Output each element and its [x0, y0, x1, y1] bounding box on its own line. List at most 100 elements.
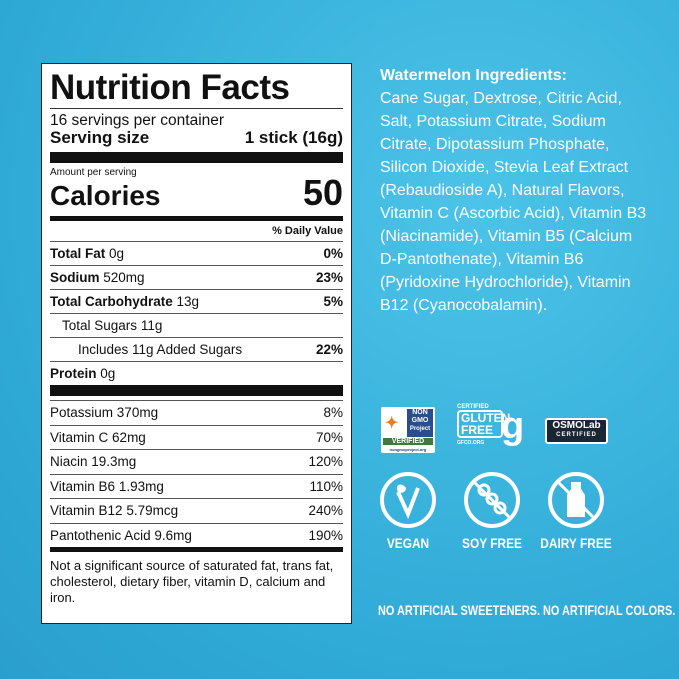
g-logo-icon: g	[501, 405, 525, 447]
ingredients-title: Watermelon Ingredients:	[380, 67, 567, 84]
divider	[50, 152, 343, 163]
nutrient-row: Total Carbohydrate 13g 5%	[50, 289, 343, 313]
nutrient-amount: 0g	[109, 246, 125, 261]
servings: 16 servings per container	[50, 112, 225, 129]
nutrient-row: Total Fat 0g 0%	[50, 241, 343, 265]
nutrient-name: Potassium 370mg	[50, 405, 158, 420]
nutrient-amount: 13g	[176, 294, 200, 309]
nutrient-row: Niacin 19.3mg 120%	[50, 449, 343, 474]
divider	[50, 385, 343, 396]
nutrient-row: Vitamin B6 1.93mg 110%	[50, 473, 343, 499]
nutrient-label: Protein	[50, 366, 97, 381]
nutrient-label: Total Sugars	[62, 318, 138, 333]
gluten-url: GFCO.ORG	[457, 440, 485, 446]
nutrient-amount: 19.3mg	[91, 454, 137, 470]
nutrient-label: Pantothenic Acid	[50, 527, 151, 543]
nutrient-dv: 110%	[309, 478, 343, 494]
claim-vegan: VEGAN	[386, 535, 430, 551]
nutrient-name: Total Sugars 11g	[50, 318, 162, 333]
divider	[50, 547, 343, 552]
amount-per-serving: Amount per serving	[50, 167, 137, 178]
nutrient-dv: 5%	[323, 294, 343, 309]
gluten-line1: GLUTEN	[461, 411, 511, 425]
nongmo-url: nongmoproject.org	[389, 447, 427, 452]
ingredients-text: Cane Sugar, Dextrose, Citric Acid, Salt,…	[380, 90, 647, 314]
nutrient-label: Vitamin B12	[50, 503, 123, 519]
nutrient-label: Niacin	[50, 454, 88, 470]
nutrient-dv: 23%	[315, 270, 343, 285]
nutrient-row: Vitamin C 62mg 70%	[50, 424, 343, 450]
calories-value: 50	[302, 172, 343, 213]
nutrient-dv: 8%	[323, 405, 343, 421]
nutrient-amount: 1.93mg	[118, 478, 164, 494]
nutrient-label: Total Fat	[50, 246, 106, 261]
nutrient-name: Vitamin B6 1.93mg	[50, 479, 164, 494]
nutrient-label: Sodium	[50, 270, 100, 285]
gluten-box: GLUTEN FREE	[457, 410, 511, 438]
butterfly-icon: ✦	[385, 415, 399, 432]
ingredients: Watermelon Ingredients: Cane Sugar, Dext…	[380, 64, 670, 317]
nutrient-amount: 9.6mg	[154, 527, 192, 543]
nutrient-dv: 240%	[308, 503, 343, 519]
nutrient-row: Potassium 370mg 8%	[50, 400, 343, 425]
gluten-line2: FREE	[461, 423, 494, 437]
nutrient-label: Potassium	[50, 405, 114, 421]
nutrient-name: Total Carbohydrate 13g	[50, 294, 199, 309]
no-soy-icon	[464, 472, 520, 528]
nutrient-dv: 70%	[315, 429, 343, 445]
nutrient-name: Vitamin C 62mg	[50, 430, 146, 445]
osmolab-badge: OSMOLab CERTIFIED	[545, 418, 608, 444]
nutrient-row: Total Sugars 11g	[50, 313, 343, 337]
gluten-certified: CERTIFIED	[457, 404, 489, 410]
nutrient-dv: 190%	[308, 527, 343, 543]
divider	[50, 216, 343, 221]
nutrient-name: Niacin 19.3mg	[50, 454, 136, 469]
nutrient-amount: 370mg	[116, 405, 159, 421]
serving-size: Serving size 1 stick (16g)	[50, 129, 343, 147]
dv-header: % Daily Value	[272, 225, 343, 237]
calories-row: Calories 50	[50, 172, 343, 213]
nutrient-amount: 520mg	[103, 270, 145, 285]
nutrient-name: Protein 0g	[50, 366, 115, 381]
nutrient-row: Pantothenic Acid 9.6mg 190%	[50, 522, 343, 548]
nutrient-amount: 0g	[100, 366, 116, 381]
nutrient-row: Includes 11g Added Sugars 22%	[50, 337, 343, 361]
nutrient-label: Includes 11g Added Sugars	[78, 342, 243, 357]
no-dairy-icon	[548, 472, 604, 528]
nutrient-dv: 0%	[323, 246, 343, 261]
nutrient-name: Total Fat 0g	[50, 246, 124, 261]
claim-soy-free: SOY FREE	[462, 535, 522, 551]
nutrient-row: Protein 0g	[50, 361, 343, 385]
nutrient-amount: 62mg	[112, 429, 146, 445]
nutrient-name: Vitamin B12 5.79mcg	[50, 503, 178, 518]
nutrition-facts-label: Nutrition Facts 16 servings per containe…	[41, 63, 352, 624]
nutrient-label: Vitamin B6	[50, 478, 116, 494]
nongmo-verified: VERIFIED	[383, 438, 433, 445]
nongmo-line1: NON	[412, 409, 428, 416]
calories-label: Calories	[50, 180, 161, 211]
nutrient-label: Total Carbohydrate	[50, 294, 173, 309]
serving-size-value: 1 stick (16g)	[244, 128, 343, 147]
nutrient-name: Pantothenic Acid 9.6mg	[50, 528, 192, 543]
serving-size-label: Serving size	[50, 128, 150, 147]
osmo-certified: CERTIFIED	[556, 432, 597, 438]
nutrient-label: Vitamin C	[50, 429, 109, 445]
gluten-free-badge: CERTIFIED GLUTEN FREE g GFCO.ORG	[457, 404, 527, 456]
nutrient-row: Sodium 520mg 23%	[50, 265, 343, 289]
footnote: Not a significant source of saturated fa…	[50, 558, 334, 605]
label-title: Nutrition Facts	[50, 70, 343, 109]
nutrient-dv: 120%	[308, 454, 343, 470]
nutrient-name: Sodium 520mg	[50, 270, 145, 285]
nongmo-line3: Project	[409, 426, 431, 432]
non-gmo-text: NON GMO Project	[407, 409, 433, 437]
nutrient-row: Vitamin B12 5.79mcg 240%	[50, 498, 343, 523]
nutrient-name: Includes 11g Added Sugars	[50, 342, 242, 357]
nongmo-line2: GMO	[411, 417, 429, 424]
vegan-icon	[380, 472, 436, 528]
osmo-name: OSMOLab	[552, 420, 601, 431]
nutrient-amount: 11g	[140, 318, 163, 333]
nutrient-amount: 5.79mcg	[126, 503, 179, 519]
nutrient-dv: 22%	[315, 342, 343, 357]
claim-dairy-free: DAIRY FREE	[540, 535, 612, 551]
non-gmo-badge: NON GMO Project ✦ VERIFIED nongmoproject.o…	[381, 407, 435, 453]
